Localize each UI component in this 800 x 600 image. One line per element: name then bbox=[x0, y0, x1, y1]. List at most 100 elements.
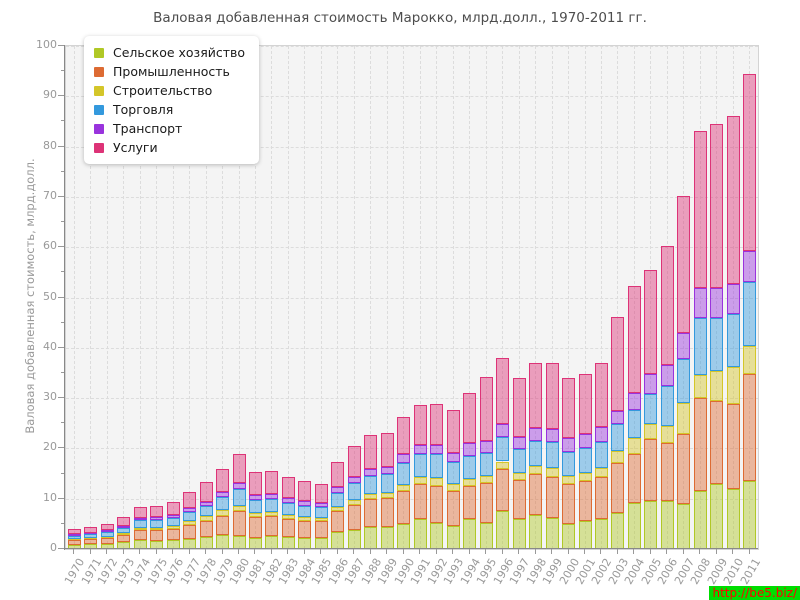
bar-segment bbox=[693, 287, 707, 319]
gridline-vertical bbox=[139, 46, 141, 549]
bar-segment bbox=[743, 251, 757, 282]
bar-segment bbox=[644, 438, 658, 502]
bar-segment bbox=[479, 440, 493, 453]
bar-segment bbox=[380, 474, 394, 493]
bar-segment bbox=[479, 452, 493, 477]
bar-segment bbox=[644, 269, 658, 375]
bar-segment bbox=[413, 453, 427, 478]
bar-segment bbox=[183, 520, 197, 526]
gridline-vertical bbox=[452, 46, 454, 549]
bar-segment bbox=[545, 518, 559, 549]
bar-segment bbox=[232, 506, 246, 511]
bar-1984 bbox=[298, 481, 312, 549]
gridline-vertical bbox=[156, 46, 158, 549]
gridline-vertical bbox=[600, 46, 602, 549]
bar-segment bbox=[150, 517, 164, 521]
x-tick bbox=[732, 549, 734, 554]
x-tick bbox=[205, 549, 207, 554]
bar-1971 bbox=[84, 526, 98, 549]
y-axis-line bbox=[64, 45, 65, 550]
bar-segment bbox=[463, 518, 477, 549]
bar-segment bbox=[726, 489, 740, 549]
gridline-horizontal bbox=[66, 96, 758, 98]
bar-segment bbox=[496, 424, 510, 437]
bar-segment bbox=[726, 283, 740, 315]
bar-segment bbox=[562, 484, 576, 525]
legend-item-4: Торговля bbox=[94, 100, 245, 119]
bar-segment bbox=[314, 518, 328, 522]
bar-segment bbox=[710, 484, 724, 549]
bar-segment bbox=[133, 520, 147, 528]
bar-segment bbox=[331, 462, 345, 488]
gridline-vertical bbox=[633, 46, 635, 549]
y-tick-major bbox=[58, 246, 64, 248]
bar-segment bbox=[743, 281, 757, 346]
bar-segment bbox=[693, 374, 707, 399]
bar-2010 bbox=[726, 116, 740, 549]
bar-1987 bbox=[347, 445, 361, 549]
bar-segment bbox=[677, 358, 691, 404]
bar-1993 bbox=[446, 410, 460, 549]
bar-segment bbox=[199, 505, 213, 517]
bar-segment bbox=[627, 503, 641, 549]
bar-segment bbox=[710, 123, 724, 288]
x-tick bbox=[386, 549, 388, 554]
bar-segment bbox=[364, 468, 378, 476]
watermark-link[interactable]: http://be5.biz/ bbox=[709, 586, 800, 600]
bar-segment bbox=[496, 469, 510, 511]
bar-segment bbox=[100, 538, 114, 544]
gridline-horizontal bbox=[66, 347, 758, 349]
bar-segment bbox=[512, 448, 526, 473]
x-tick bbox=[122, 549, 124, 554]
bar-segment bbox=[693, 491, 707, 549]
bar-segment bbox=[594, 427, 608, 442]
bar-segment bbox=[529, 474, 543, 515]
bar-segment bbox=[578, 473, 592, 482]
gridline-vertical bbox=[254, 46, 256, 549]
x-tick bbox=[336, 549, 338, 554]
bar-segment bbox=[166, 501, 180, 515]
x-tick bbox=[534, 549, 536, 554]
bar-1976 bbox=[166, 501, 180, 549]
bar-segment bbox=[397, 454, 411, 463]
x-tick bbox=[303, 549, 305, 554]
gridline-vertical bbox=[419, 46, 421, 549]
gridline-vertical bbox=[337, 46, 339, 549]
y-tick-label: 0 bbox=[50, 541, 57, 554]
bar-2009 bbox=[710, 123, 724, 549]
y-tick-major bbox=[58, 296, 64, 298]
bar-segment bbox=[133, 517, 147, 521]
bar-segment bbox=[578, 434, 592, 449]
bar-segment bbox=[693, 398, 707, 492]
gridline-vertical bbox=[485, 46, 487, 549]
bar-1999 bbox=[545, 362, 559, 549]
y-tick-major bbox=[58, 45, 64, 46]
bar-segment bbox=[84, 539, 98, 545]
gridline-vertical bbox=[353, 46, 355, 549]
y-tick-minor bbox=[61, 472, 64, 474]
gridline-vertical bbox=[238, 46, 240, 549]
bar-segment bbox=[331, 487, 345, 493]
bar-segment bbox=[67, 533, 81, 536]
bar-segment bbox=[100, 530, 114, 533]
x-tick bbox=[353, 549, 355, 554]
bar-segment bbox=[627, 393, 641, 410]
gridline-horizontal bbox=[66, 398, 758, 400]
bar-segment bbox=[216, 492, 230, 498]
gridline-vertical bbox=[123, 46, 125, 549]
bar-segment bbox=[578, 448, 592, 474]
y-tick-major bbox=[58, 346, 64, 348]
bar-segment bbox=[726, 314, 740, 367]
bar-segment bbox=[413, 484, 427, 520]
bar-segment bbox=[117, 534, 131, 542]
gridline-vertical bbox=[551, 46, 553, 549]
bar-segment bbox=[594, 362, 608, 428]
gridline-vertical bbox=[749, 46, 751, 549]
x-tick bbox=[419, 549, 421, 554]
bar-segment bbox=[150, 506, 164, 518]
bar-segment bbox=[677, 332, 691, 359]
bar-segment bbox=[281, 514, 295, 519]
bar-segment bbox=[281, 476, 295, 498]
bar-segment bbox=[496, 461, 510, 470]
bar-segment bbox=[413, 477, 427, 485]
